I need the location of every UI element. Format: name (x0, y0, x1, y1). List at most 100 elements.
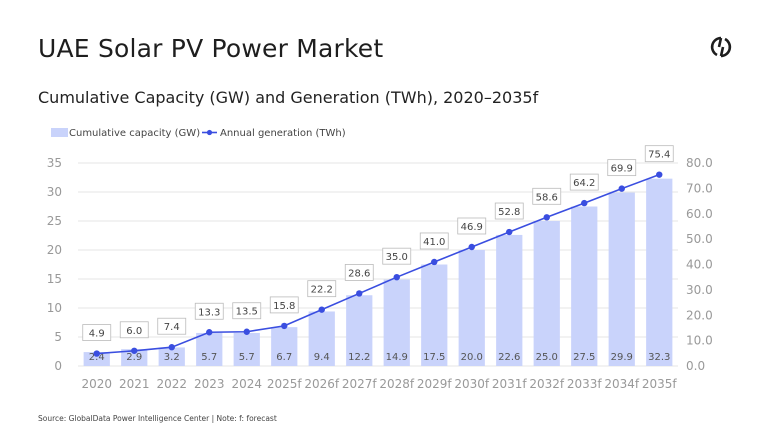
capacity-bar (421, 264, 448, 366)
generation-label: 58.6 (536, 192, 558, 203)
capacity-bar-label: 29.9 (611, 352, 633, 363)
generation-point (168, 344, 175, 351)
y-left-tick-label: 5 (54, 330, 62, 344)
generation-label: 52.8 (498, 207, 520, 218)
generation-label: 15.8 (273, 301, 295, 312)
generation-label-box (382, 247, 412, 265)
generation-label-box (119, 321, 149, 339)
capacity-bar-label: 17.5 (423, 352, 445, 363)
capacity-bar-label: 2.4 (89, 352, 105, 363)
x-tick-label: 2023 (194, 377, 225, 391)
capacity-bar-label: 20.0 (461, 352, 483, 363)
chart-subtitle: Cumulative Capacity (GW) and Generation … (38, 88, 539, 107)
capacity-bar (383, 279, 410, 366)
generation-label: 13.3 (198, 307, 220, 318)
x-tick-label: 2034f (604, 377, 640, 391)
generation-point (318, 306, 325, 313)
generation-point (618, 185, 625, 192)
generation-point (581, 199, 588, 207)
x-tick-label: 2020 (81, 377, 112, 391)
capacity-bar (533, 221, 560, 366)
generation-label: 7.4 (164, 322, 180, 333)
y-right-tick-label: 50.0 (686, 232, 713, 246)
capacity-bar-label: 5.7 (201, 352, 217, 363)
capacity-bar-label: 25.0 (536, 352, 558, 363)
page-title: UAE Solar PV Power Market (38, 34, 384, 63)
generation-label: 75.4 (648, 150, 670, 161)
capacity-bar-label: 12.2 (348, 352, 370, 363)
legend-label-capacity: Cumulative capacity (GW) (69, 128, 200, 139)
generation-point (131, 347, 138, 354)
capacity-bar (646, 178, 673, 366)
capacity-bar-label: 2.9 (126, 352, 142, 363)
y-right-tick-label: 30.0 (686, 283, 713, 297)
y-left-tick-label: 0 (54, 359, 62, 373)
generation-label: 13.5 (236, 307, 258, 318)
generation-point (243, 328, 250, 335)
generation-point (206, 329, 213, 336)
capacity-bar (346, 295, 373, 366)
generation-label-box (457, 217, 487, 235)
generation-label: 22.2 (311, 285, 333, 296)
y-left-tick-label: 35 (47, 156, 62, 170)
generation-point (431, 258, 438, 266)
capacity-bar (158, 347, 185, 366)
generation-label-box (194, 302, 224, 320)
generation-label-box (232, 302, 262, 320)
capacity-bar (233, 332, 260, 366)
y-right-tick-label: 10.0 (686, 334, 713, 348)
generation-label: 35.0 (386, 252, 408, 263)
y-left-tick-label: 15 (47, 272, 62, 286)
x-tick-label: 2028f (379, 377, 415, 391)
y-left-tick-label: 10 (47, 301, 62, 315)
capacity-bar (496, 234, 523, 366)
capacity-bar-label: 32.3 (648, 352, 670, 363)
generation-label: 69.9 (611, 164, 633, 175)
generation-point (393, 273, 400, 281)
capacity-bar-label: 27.5 (573, 352, 595, 363)
x-tick-label: 2032f (529, 377, 565, 391)
capacity-bar-label: 5.7 (239, 352, 255, 363)
y-right-tick-label: 20.0 (686, 308, 713, 322)
source-note: Source: GlobalData Power Intelligence Ce… (38, 414, 277, 423)
y-left-tick-label: 25 (47, 214, 62, 228)
generation-label-box (494, 202, 524, 220)
capacity-bar-label: 22.6 (498, 352, 520, 363)
generation-label: 28.6 (348, 268, 370, 279)
capacity-bar (608, 192, 635, 366)
generation-label: 4.9 (89, 329, 105, 340)
generation-label-box (644, 145, 674, 163)
generation-label-box (344, 264, 374, 281)
capacity-bar (571, 206, 598, 366)
legend-label-generation: Annual generation (TWh) (220, 128, 346, 139)
generation-point (543, 214, 550, 221)
x-tick-label: 2026f (304, 377, 340, 391)
x-tick-label: 2029f (417, 377, 453, 391)
generation-label-box (532, 187, 562, 205)
x-tick-label: 2035f (642, 377, 678, 391)
legend-swatch-generation-marker (206, 129, 213, 136)
capacity-bar (308, 311, 335, 366)
globaldata-logo-icon (710, 36, 732, 58)
generation-label-box (157, 317, 187, 335)
generation-label: 46.9 (461, 222, 483, 233)
y-right-tick-label: 0.0 (686, 359, 705, 373)
capacity-bar (83, 352, 110, 366)
x-tick-label: 2031f (492, 377, 528, 391)
x-tick-label: 2033f (567, 377, 603, 391)
generation-point (281, 322, 288, 330)
generation-point (356, 290, 363, 297)
generation-point (468, 243, 475, 251)
capacity-bar-label: 9.4 (314, 352, 330, 363)
generation-point (93, 350, 100, 357)
x-tick-label: 2030f (454, 377, 490, 391)
y-right-tick-label: 80.0 (686, 156, 713, 170)
generation-label-box (269, 296, 299, 314)
generation-label-box (569, 173, 599, 191)
y-right-tick-label: 40.0 (686, 258, 713, 272)
y-right-tick-label: 60.0 (686, 207, 713, 221)
capacity-bar (271, 327, 298, 366)
generation-point (656, 171, 663, 178)
generation-label: 41.0 (423, 237, 445, 248)
